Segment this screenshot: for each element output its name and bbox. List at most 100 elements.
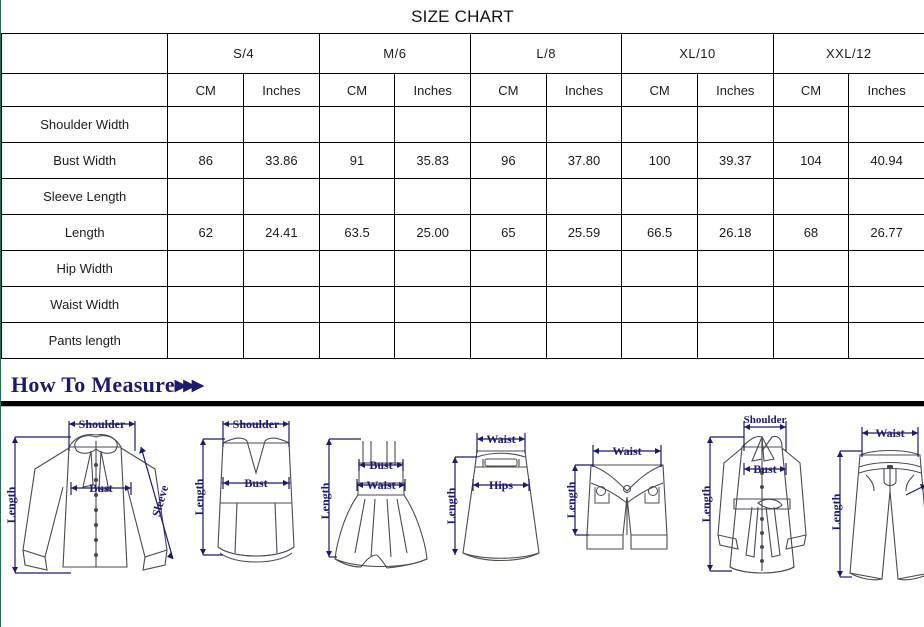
cell-waist-width-m-cm xyxy=(318,286,396,323)
figure-trench-coat: Shoulder Bust Length xyxy=(696,407,826,597)
figure-shorts: Waist Length xyxy=(561,407,696,597)
row-label-waist-width: Waist Width xyxy=(0,286,169,323)
row-label-length: Length xyxy=(0,214,169,251)
cell-shoulder-width-xxl-in xyxy=(848,106,924,143)
size-header-m: M/6 xyxy=(318,33,472,74)
size-header-s: S/4 xyxy=(167,33,320,74)
cell-hip-width-xxl-cm xyxy=(772,250,850,287)
unit-m-cm: CM xyxy=(318,73,396,107)
cell-bust-width-xxl-in: 40.94 xyxy=(848,142,924,179)
cell-pants-length-xxl-in xyxy=(848,322,924,359)
cell-sleeve-length-xxl-cm xyxy=(772,178,850,215)
figure-label-length: Length xyxy=(4,486,18,523)
cell-waist-width-xxl-cm xyxy=(772,286,850,323)
cell-hip-width-s-cm xyxy=(167,250,245,287)
cell-length-l-in: 25.59 xyxy=(545,214,623,251)
cell-shoulder-width-l-cm xyxy=(470,106,547,143)
cell-waist-width-s-cm xyxy=(167,286,245,323)
cell-waist-width-xl-cm xyxy=(621,286,698,323)
cell-waist-width-xxl-in xyxy=(848,286,924,323)
cell-pants-length-xxl-cm xyxy=(772,322,850,359)
size-header-l: L/8 xyxy=(470,33,623,74)
how-to-measure-heading: How To Measure▸▸▸ xyxy=(1,372,924,397)
unit-xxl-cm: CM xyxy=(772,73,850,107)
row-label-bust-width: Bust Width xyxy=(0,142,169,179)
size-table: S/4 M/6 L/8 XL/10 XXL/12 CM Inches CM In… xyxy=(0,33,924,359)
size-header-xxl: XXL/12 xyxy=(772,33,924,74)
cell-pants-length-l-in xyxy=(545,322,623,359)
figure-label-length: Length xyxy=(829,493,843,530)
how-to-measure-label: How To Measure xyxy=(11,372,175,397)
unit-xl-in: Inches xyxy=(696,73,774,107)
size-header-row: S/4 M/6 L/8 XL/10 XXL/12 xyxy=(0,33,924,74)
figure-label-hips: Hips xyxy=(489,478,513,492)
cell-length-m-in: 25.00 xyxy=(394,214,472,251)
cell-hip-width-m-cm xyxy=(318,250,396,287)
cell-sleeve-length-xxl-in xyxy=(848,178,924,215)
figure-blouse: Shoulder Bust Length Sleeve xyxy=(1,407,191,597)
figure-label-length: Length xyxy=(699,485,713,522)
table-row: Waist Width xyxy=(0,286,924,323)
cell-length-l-cm: 65 xyxy=(470,214,547,251)
figure-label-waist: Waist xyxy=(875,426,904,440)
unit-s-cm: CM xyxy=(167,73,245,107)
cell-bust-width-xxl-cm: 104 xyxy=(772,142,850,179)
figure-tank-top: Shoulder Bust Length xyxy=(191,407,321,597)
figure-label-length: Length xyxy=(564,481,578,518)
table-row: Pants length xyxy=(0,322,924,359)
cell-waist-width-s-in xyxy=(243,286,320,323)
cell-bust-width-m-cm: 91 xyxy=(318,142,396,179)
cell-sleeve-length-s-cm xyxy=(167,178,245,215)
cell-waist-width-l-in xyxy=(545,286,623,323)
cell-pants-length-m-cm xyxy=(318,322,396,359)
table-row: Length 62 24.41 63.5 25.00 65 25.59 66.5… xyxy=(0,214,924,251)
figure-label-bust: Bust xyxy=(244,476,267,490)
figure-label-length: Length xyxy=(321,482,332,519)
cell-pants-length-l-cm xyxy=(470,322,547,359)
cell-pants-length-s-cm xyxy=(167,322,245,359)
cell-hip-width-l-in xyxy=(545,250,623,287)
cell-pants-length-s-in xyxy=(243,322,320,359)
figure-strap-dress: Bust Waist Length xyxy=(321,407,441,597)
cell-hip-width-xl-in xyxy=(696,250,774,287)
cell-hip-width-xl-cm xyxy=(621,250,698,287)
row-label-pants-length: Pants length xyxy=(0,322,169,359)
cell-pants-length-m-in xyxy=(394,322,472,359)
figure-label-shoulder: Shoulder xyxy=(744,414,787,426)
unit-row-corner xyxy=(0,73,169,107)
figure-label-waist: Waist xyxy=(486,432,515,446)
table-row: Bust Width 86 33.86 91 35.83 96 37.80 10… xyxy=(0,142,924,179)
chart-title-bar: SIZE CHART xyxy=(1,0,924,33)
cell-sleeve-length-l-in xyxy=(545,178,623,215)
cell-length-xl-in: 26.18 xyxy=(696,214,774,251)
cell-length-xxl-in: 26.77 xyxy=(848,214,924,251)
cell-hip-width-s-in xyxy=(243,250,320,287)
cell-sleeve-length-m-in xyxy=(394,178,472,215)
heading-underline-hairline xyxy=(1,406,924,408)
figure-label-waist: Waist xyxy=(612,444,641,458)
row-label-hip-width: Hip Width xyxy=(0,250,169,287)
unit-xl-cm: CM xyxy=(621,73,698,107)
unit-xxl-in: Inches xyxy=(848,73,924,107)
unit-s-in: Inches xyxy=(243,73,320,107)
figure-label-bust: Bust xyxy=(369,458,392,472)
table-row: Hip Width xyxy=(0,250,924,287)
cell-shoulder-width-xxl-cm xyxy=(772,106,850,143)
unit-l-cm: CM xyxy=(470,73,547,107)
measurement-figures-strip: Shoulder Bust Length Sleeve xyxy=(1,407,924,598)
table-row: Sleeve Length xyxy=(0,178,924,215)
cell-hip-width-m-in xyxy=(394,250,472,287)
cell-waist-width-l-cm xyxy=(470,286,547,323)
cell-length-s-cm: 62 xyxy=(167,214,245,251)
figure-label-bust: Bust xyxy=(753,462,776,476)
cell-bust-width-xl-in: 39.37 xyxy=(696,142,774,179)
table-corner-cell xyxy=(0,33,169,74)
unit-header-row: CM Inches CM Inches CM Inches CM Inches … xyxy=(0,73,924,107)
cell-length-s-in: 24.41 xyxy=(243,214,320,251)
figure-skirt: Waist Hips Length xyxy=(441,407,561,597)
figure-label-length: Length xyxy=(444,487,458,524)
cell-sleeve-length-l-cm xyxy=(470,178,547,215)
figure-label-shoulder: Shoulder xyxy=(79,417,126,431)
cell-shoulder-width-m-cm xyxy=(318,106,396,143)
